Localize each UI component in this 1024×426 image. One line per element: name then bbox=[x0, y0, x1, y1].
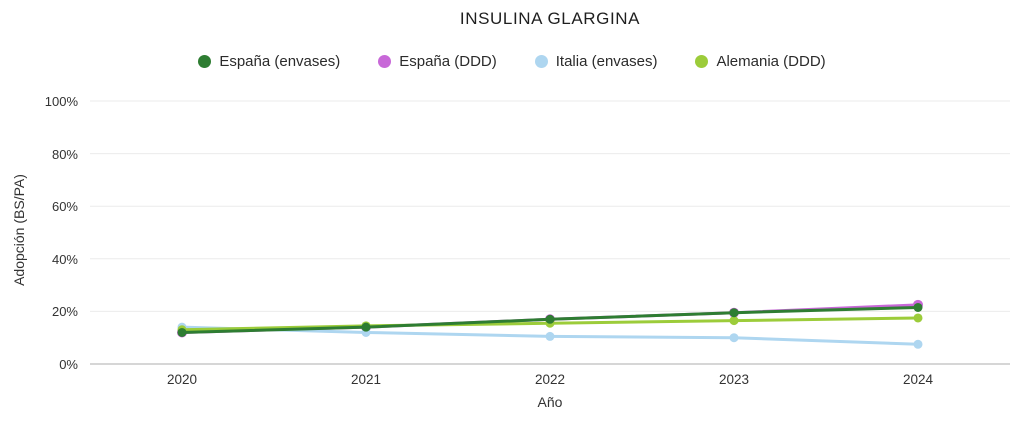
data-point-italia-envases-2024[interactable] bbox=[913, 339, 923, 349]
x-tick-label: 2022 bbox=[534, 372, 566, 387]
x-tick-label: 2021 bbox=[350, 372, 382, 387]
x-tick-label: 2024 bbox=[902, 372, 934, 387]
legend: España (envases) España (DDD) Italia (enva… bbox=[0, 53, 1024, 70]
legend-item-espa-a-ddd[interactable]: España (DDD) bbox=[378, 53, 497, 70]
legend-marker-icon bbox=[198, 55, 212, 68]
data-point-espa-a-envases-2023[interactable] bbox=[729, 308, 739, 318]
y-tick-label: 60% bbox=[51, 199, 78, 215]
x-tick-label: 2023 bbox=[718, 372, 750, 387]
legend-item-label: España (envases) bbox=[219, 53, 341, 70]
legend-marker-icon bbox=[695, 55, 709, 68]
y-tick-label: 0% bbox=[59, 357, 78, 372]
legend-item-label: España (DDD) bbox=[399, 53, 497, 70]
legend-item-label: Italia (envases) bbox=[555, 53, 658, 70]
legend-item-label: Alemania (DDD) bbox=[716, 53, 826, 70]
data-point-italia-envases-2023[interactable] bbox=[729, 333, 739, 343]
legend-marker-icon bbox=[534, 55, 548, 68]
data-point-espa-a-envases-2021[interactable] bbox=[361, 322, 371, 332]
x-axis-title: Año bbox=[537, 394, 563, 410]
data-point-alemania-ddd-2024[interactable] bbox=[913, 313, 923, 323]
data-point-alemania-ddd-2023[interactable] bbox=[729, 316, 739, 326]
data-point-italia-envases-2022[interactable] bbox=[545, 331, 555, 341]
data-point-espa-a-envases-2022[interactable] bbox=[545, 314, 555, 324]
y-tick-label: 20% bbox=[51, 304, 78, 320]
legend-item-alemania-ddd[interactable]: Alemania (DDD) bbox=[695, 53, 826, 70]
chart-title: INSULINA GLARGINA bbox=[459, 9, 641, 28]
data-point-espa-a-envases-2020[interactable] bbox=[177, 327, 187, 337]
x-tick-label: 2020 bbox=[166, 372, 198, 387]
y-axis-title: Adopción (BS/PA) bbox=[11, 174, 27, 286]
legend-marker-icon bbox=[378, 55, 392, 68]
data-point-espa-a-envases-2024[interactable] bbox=[913, 302, 923, 312]
y-tick-label: 80% bbox=[51, 146, 78, 162]
legend-item-espa-a-envases[interactable]: España (envases) bbox=[198, 53, 340, 70]
y-tick-label: 40% bbox=[51, 251, 78, 267]
y-tick-label: 100% bbox=[44, 94, 78, 109]
legend-item-italia-envases[interactable]: Italia (envases) bbox=[534, 53, 658, 70]
